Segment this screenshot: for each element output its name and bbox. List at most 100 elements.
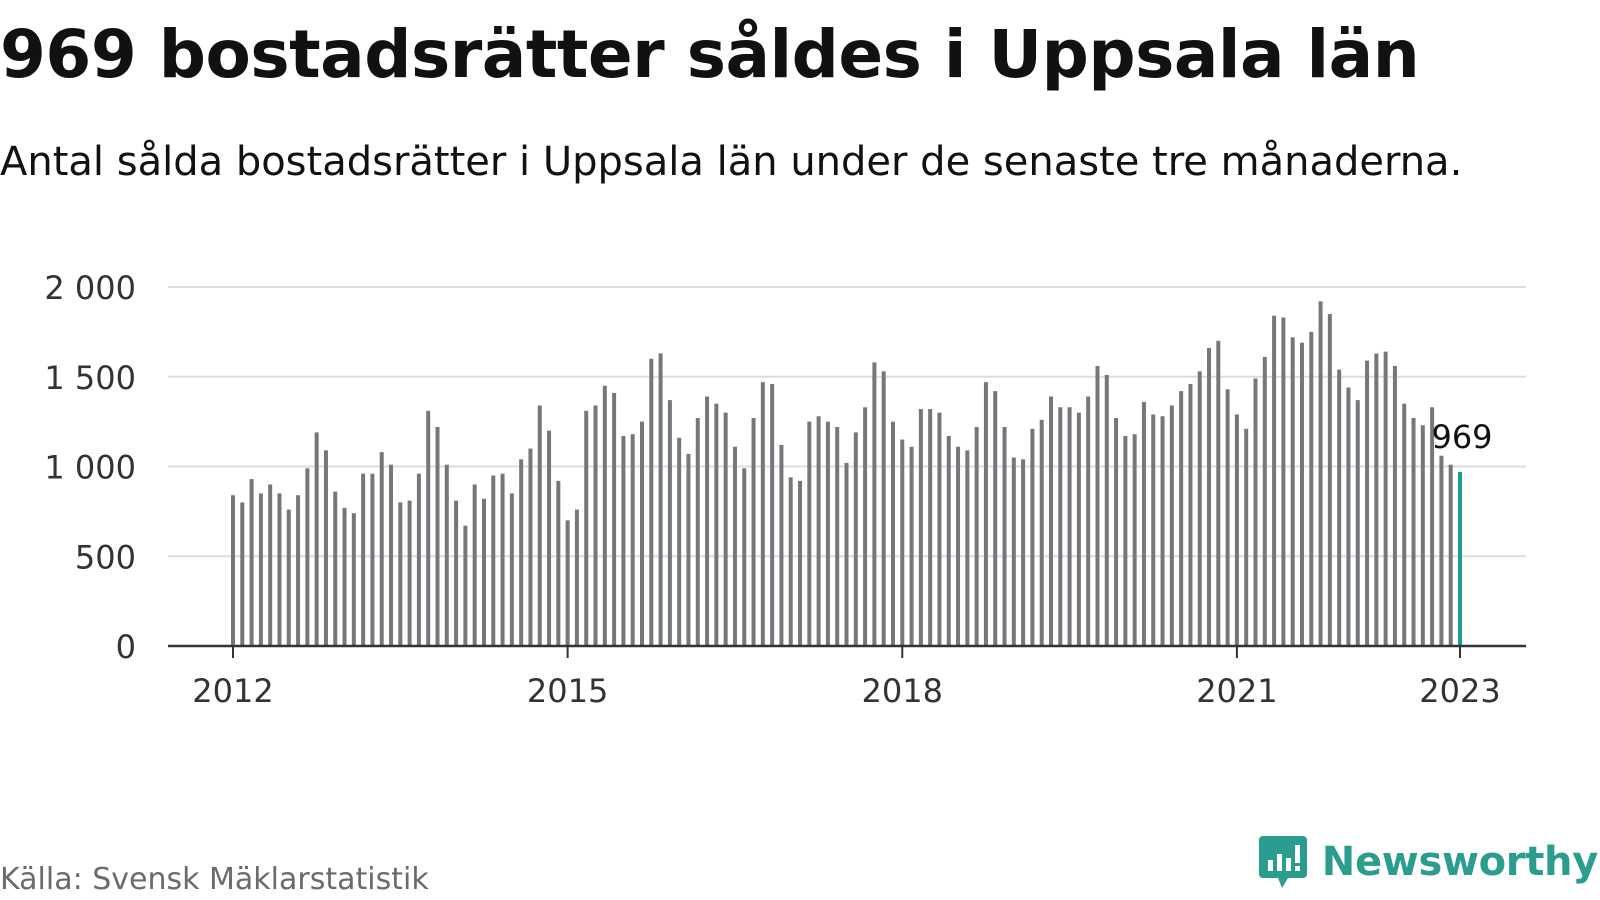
bar [983, 382, 988, 646]
bar [1039, 419, 1044, 646]
bar [807, 421, 812, 646]
x-tick-label: 2018 [862, 672, 943, 710]
bar [928, 409, 933, 646]
x-axis-ticks: 2012 2015 2018 2021 2023 [192, 646, 1501, 710]
bar [249, 479, 254, 646]
bar [1095, 365, 1100, 646]
bar [1262, 357, 1267, 646]
x-tick-label: 2012 [192, 672, 273, 710]
bar [305, 468, 310, 646]
bar-highlight [1458, 472, 1462, 646]
bar [1049, 396, 1053, 646]
bar [240, 502, 245, 646]
bar [835, 427, 840, 646]
bar [1123, 435, 1128, 646]
bar [547, 430, 552, 646]
bar [1365, 360, 1370, 646]
bar [537, 405, 542, 646]
bar [407, 500, 412, 646]
bar [556, 480, 561, 646]
bar [1114, 418, 1119, 646]
bar [435, 427, 440, 646]
y-axis-ticks: 0 500 1 000 1 500 2 000 [44, 269, 136, 666]
brand-name: Newsworthy [1321, 839, 1599, 885]
bar [1383, 351, 1388, 646]
bar [686, 453, 691, 646]
bar [351, 513, 356, 646]
bar [1346, 387, 1351, 646]
bar [612, 392, 617, 646]
bar [1281, 317, 1286, 646]
bar [258, 493, 263, 646]
bar [937, 412, 942, 646]
bar [1179, 391, 1184, 646]
y-tick-label: 1 500 [44, 359, 136, 397]
bar [798, 480, 803, 646]
bar [742, 468, 747, 646]
bar [1402, 403, 1407, 646]
bar [779, 444, 784, 646]
bar [286, 509, 291, 646]
bar [1104, 374, 1109, 646]
bar [519, 459, 524, 646]
page-subtitle: Antal sålda bostadsrätter i Uppsala län … [0, 139, 1463, 185]
bar [1151, 414, 1156, 646]
bar [1225, 389, 1230, 646]
bar [454, 500, 459, 646]
bar [1272, 315, 1277, 646]
bar [816, 416, 821, 646]
bar [389, 464, 394, 646]
bar [1234, 414, 1239, 646]
bar [705, 396, 710, 646]
bar [323, 450, 328, 646]
bar [974, 427, 979, 646]
bar [630, 434, 635, 646]
bar [872, 362, 877, 646]
bar [472, 484, 477, 646]
bar [956, 446, 961, 646]
bar [1058, 407, 1063, 646]
bar [1067, 407, 1072, 646]
bar [277, 493, 282, 646]
bar [1448, 464, 1453, 646]
bar [481, 498, 486, 646]
bar [1439, 455, 1444, 646]
bar [1030, 428, 1035, 646]
bar [825, 421, 830, 646]
bar [1355, 400, 1360, 646]
y-tick-label: 2 000 [44, 269, 136, 307]
callout-layer: 969 [1431, 418, 1492, 456]
x-tick-label: 2021 [1196, 672, 1277, 710]
bar [714, 403, 719, 646]
bar [379, 452, 384, 646]
bar [751, 418, 756, 646]
x-tick-label: 2023 [1419, 672, 1500, 710]
bar [881, 371, 886, 646]
bar [333, 491, 338, 646]
bar [900, 439, 905, 646]
newsworthy-logo-icon [1258, 836, 1307, 888]
bar [1011, 457, 1016, 646]
bar [677, 437, 682, 646]
bar [1309, 331, 1314, 646]
bar [658, 353, 663, 646]
bars [231, 301, 1462, 646]
bar [602, 385, 607, 646]
x-tick-label: 2015 [527, 672, 608, 710]
bar [416, 473, 421, 646]
bar [946, 435, 951, 646]
bar [593, 405, 598, 646]
bar [770, 383, 775, 646]
bar [574, 509, 579, 646]
bar [844, 462, 849, 646]
bar [1430, 407, 1435, 646]
bar [1086, 396, 1091, 646]
bar [1290, 337, 1295, 646]
page-title: 969 bostadsrätter såldes i Uppsala län [0, 16, 1420, 93]
bar [1169, 405, 1174, 646]
bar [444, 464, 449, 646]
bar [342, 507, 347, 646]
bar [1392, 365, 1397, 646]
bar [909, 446, 914, 646]
bar [426, 410, 431, 646]
